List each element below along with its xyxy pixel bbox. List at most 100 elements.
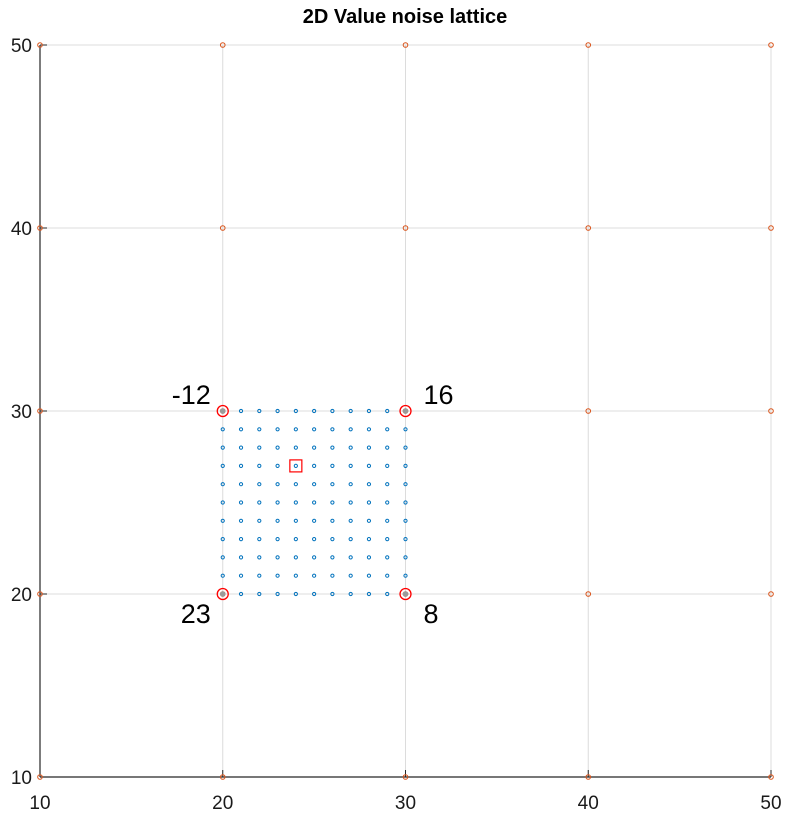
sample-point xyxy=(220,537,225,542)
sample-point xyxy=(275,463,280,468)
sample-point xyxy=(293,482,298,487)
sample-point xyxy=(348,445,353,450)
sample-point xyxy=(403,555,408,560)
x-tick-label: 10 xyxy=(29,793,50,814)
sample-point xyxy=(330,537,335,542)
sample-point xyxy=(385,427,390,432)
lattice-point xyxy=(585,42,592,48)
lattice-point xyxy=(585,408,592,414)
sample-point xyxy=(238,555,244,560)
sample-point xyxy=(257,537,262,542)
sample-point xyxy=(275,500,280,505)
sample-point xyxy=(312,537,317,542)
sample-point xyxy=(220,500,225,505)
tick-labels-layer: 10 20 30 40 50 10 20 30 40 50 xyxy=(11,36,782,814)
sample-point xyxy=(348,555,353,560)
lattice-point xyxy=(768,408,774,414)
sample-point xyxy=(366,408,372,414)
sample-point xyxy=(330,591,335,597)
lattice-point xyxy=(585,774,592,780)
lattice-point xyxy=(585,591,592,597)
sample-point xyxy=(293,463,298,468)
sample-point xyxy=(238,591,244,597)
corner-labels-layer: -12 16 23 8 xyxy=(172,380,454,629)
y-tick-label: 50 xyxy=(11,36,32,57)
sample-point xyxy=(275,573,280,578)
sample-point xyxy=(312,482,317,487)
lattice-point xyxy=(402,225,409,231)
sample-point xyxy=(293,591,298,597)
sample-point xyxy=(366,518,372,523)
sample-point xyxy=(385,445,390,450)
corner-value-label: -12 xyxy=(172,380,211,410)
sample-point xyxy=(348,537,353,542)
y-tick-label: 20 xyxy=(11,585,32,606)
sample-point xyxy=(330,482,335,487)
lattice-point xyxy=(768,42,774,48)
sample-point xyxy=(348,518,353,523)
corner-highlight-dot xyxy=(402,591,409,597)
sample-point xyxy=(293,500,298,505)
sample-point xyxy=(257,500,262,505)
sample-point xyxy=(348,482,353,487)
sample-point xyxy=(366,463,372,468)
sample-point xyxy=(348,427,353,432)
corner-highlight-ring xyxy=(399,404,412,418)
sample-point xyxy=(366,482,372,487)
sample-point xyxy=(293,518,298,523)
sample-point xyxy=(312,555,317,560)
sample-point xyxy=(257,555,262,560)
sample-point xyxy=(366,537,372,542)
lattice-point xyxy=(768,774,774,780)
sample-point xyxy=(293,408,298,414)
sample-point xyxy=(312,500,317,505)
sample-point xyxy=(366,445,372,450)
sample-point xyxy=(220,518,225,523)
lattice-point xyxy=(37,42,43,48)
sample-point xyxy=(385,555,390,560)
sample-point xyxy=(366,573,372,578)
sample-point xyxy=(275,591,280,597)
sample-point xyxy=(220,445,225,450)
sample-point xyxy=(385,591,390,597)
sample-point xyxy=(238,445,244,450)
sample-point xyxy=(257,445,262,450)
lattice-point xyxy=(37,591,43,597)
sample-point xyxy=(293,555,298,560)
sample-point xyxy=(385,518,390,523)
x-tick-label: 30 xyxy=(395,793,416,814)
sample-point xyxy=(238,463,244,468)
x-tick-label: 20 xyxy=(212,793,233,814)
sample-point xyxy=(385,500,390,505)
sample-points-layer xyxy=(220,408,408,597)
lattice-point xyxy=(402,42,409,48)
lattice-point xyxy=(37,408,43,414)
sample-point xyxy=(312,591,317,597)
sample-point xyxy=(275,427,280,432)
sample-point xyxy=(312,573,317,578)
lattice-point xyxy=(219,42,226,48)
sample-point xyxy=(348,573,353,578)
sample-point xyxy=(275,482,280,487)
sample-point xyxy=(312,518,317,523)
sample-point xyxy=(238,482,244,487)
sample-point xyxy=(330,500,335,505)
sample-highlight-square xyxy=(289,459,303,473)
sample-point xyxy=(366,500,372,505)
sample-point xyxy=(238,518,244,523)
sample-point xyxy=(238,500,244,505)
sample-point xyxy=(220,463,225,468)
sample-point xyxy=(275,445,280,450)
corner-value-label: 8 xyxy=(424,599,439,629)
sample-point xyxy=(403,463,408,468)
sample-point xyxy=(330,408,335,414)
lattice-point xyxy=(37,225,43,231)
sample-point xyxy=(366,555,372,560)
sample-point xyxy=(366,427,372,432)
sample-point xyxy=(257,463,262,468)
sample-point xyxy=(275,555,280,560)
axes-layer xyxy=(39,44,772,778)
sample-point xyxy=(238,573,244,578)
